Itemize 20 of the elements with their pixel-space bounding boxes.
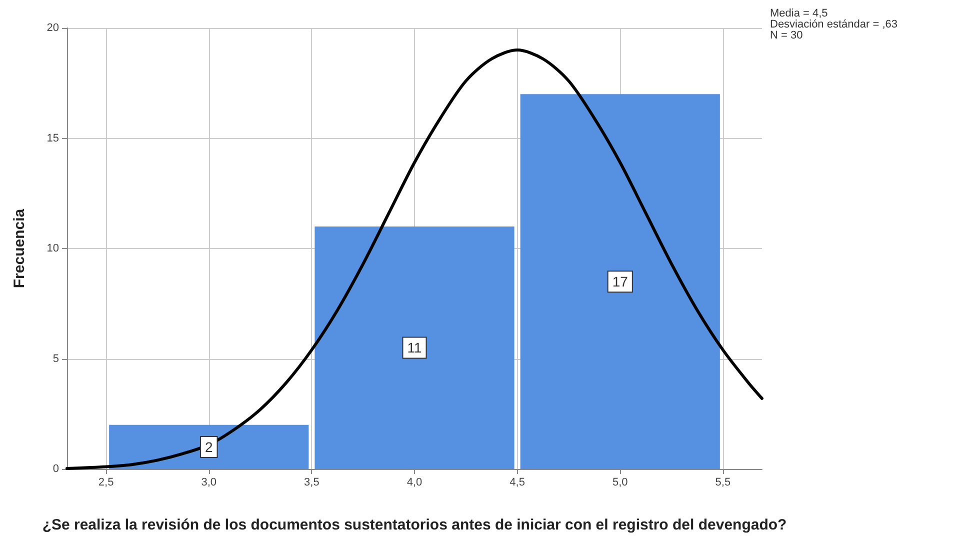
x-tick-label: 5,5: [715, 476, 731, 488]
y-tick-label: 15: [46, 132, 59, 144]
x-tick-label: 4,0: [406, 476, 422, 488]
text: N = 30: [770, 30, 803, 42]
x-tick-label: 3,0: [201, 476, 217, 488]
text: Desviación estándar = ,63: [770, 18, 898, 30]
data-label: 11: [407, 340, 422, 356]
y-tick-label: 5: [52, 352, 59, 365]
x-tick-label: 5,0: [612, 476, 628, 488]
x-tick-label: 3,5: [304, 476, 320, 488]
y-tick-label: 0: [52, 463, 59, 475]
x-axis-title: ¿Se realiza la revisión de los documentos sustentatorios antes de iniciar con el registro del devengado?: [42, 516, 787, 534]
data-label: 17: [612, 274, 628, 290]
y-axis-title: Frecuencia: [11, 208, 28, 288]
y-tick-label: 10: [46, 242, 59, 254]
x-tick-label: 4,5: [510, 476, 525, 488]
x-tick-label: 2,5: [98, 476, 114, 488]
y-tick-label: 20: [46, 22, 59, 34]
data-label: 2: [204, 438, 213, 455]
text: Media = 4,5: [770, 8, 828, 20]
